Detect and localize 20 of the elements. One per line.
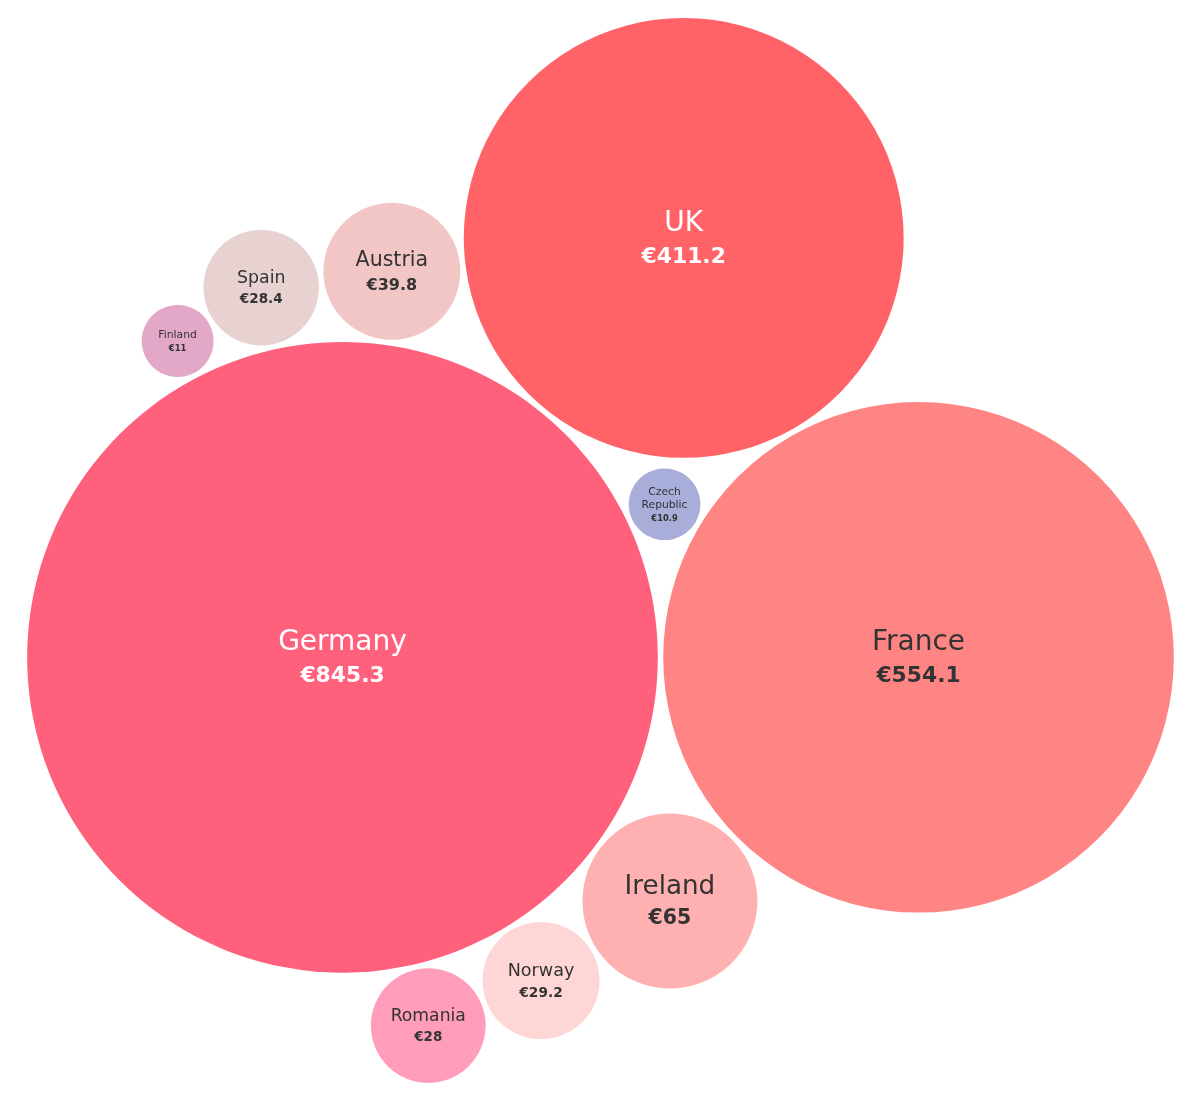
category-label: UK — [664, 204, 704, 238]
data-label: €554.1 — [875, 662, 961, 688]
category-label: Austria — [355, 246, 429, 271]
category-label: Finland — [158, 328, 197, 342]
category-label: Germany — [278, 624, 407, 658]
category-label: Romania — [390, 1005, 466, 1026]
data-label: €39.8 — [365, 274, 418, 294]
category-label: France — [871, 624, 966, 658]
data-label: €28.4 — [238, 290, 283, 307]
data-label: €29.2 — [518, 983, 563, 1000]
data-label: €65 — [647, 905, 692, 930]
data-label: €10.9 — [650, 512, 678, 523]
data-label: €845.3 — [299, 662, 385, 688]
category-label: Norway — [507, 960, 575, 981]
data-label: €28 — [413, 1028, 443, 1044]
category-label: Ireland — [624, 870, 716, 901]
category-label: Spain — [237, 267, 286, 288]
data-label: €411.2 — [640, 242, 726, 268]
category-label: Czech Republic — [641, 484, 688, 512]
data-label: €11 — [167, 342, 187, 353]
